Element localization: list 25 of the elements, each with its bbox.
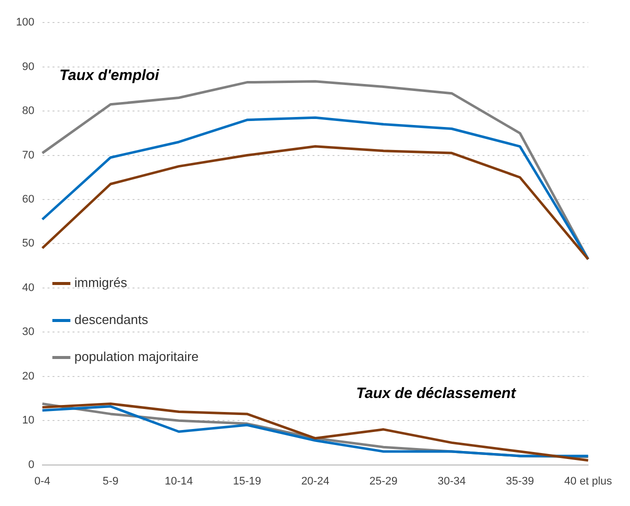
- x-tick-label: 10-14: [164, 475, 193, 488]
- x-tick-label: 25-29: [369, 475, 398, 488]
- y-tick-label: 0: [28, 458, 34, 471]
- y-tick-label: 20: [22, 370, 34, 382]
- x-tick-label: 30-34: [438, 475, 466, 488]
- x-tick-label: 5-9: [102, 475, 119, 488]
- y-tick-label: 30: [22, 326, 34, 338]
- legend-label: immigrés: [74, 275, 128, 290]
- annotation: Taux de déclassement: [356, 385, 517, 402]
- y-tick-label: 90: [22, 60, 34, 73]
- y-tick-label: 100: [16, 16, 34, 29]
- annotation: Taux d'emploi: [59, 66, 160, 84]
- x-tick-label: 0-4: [34, 475, 50, 488]
- y-tick-label: 50: [22, 238, 34, 250]
- legend-label: descendants: [74, 312, 149, 328]
- x-tick-label: 35-39: [506, 475, 534, 488]
- y-tick-label: 10: [22, 414, 34, 427]
- x-tick-label: 40 et plus: [564, 475, 612, 488]
- x-tick-label: 20-24: [301, 475, 330, 488]
- y-tick-label: 60: [22, 194, 34, 206]
- x-tick-label: 15-19: [232, 475, 262, 488]
- y-tick-label: 70: [22, 149, 34, 162]
- legend-label: population majoritaire: [74, 349, 199, 364]
- y-tick-label: 40: [22, 282, 34, 294]
- y-tick-label: 80: [22, 105, 34, 118]
